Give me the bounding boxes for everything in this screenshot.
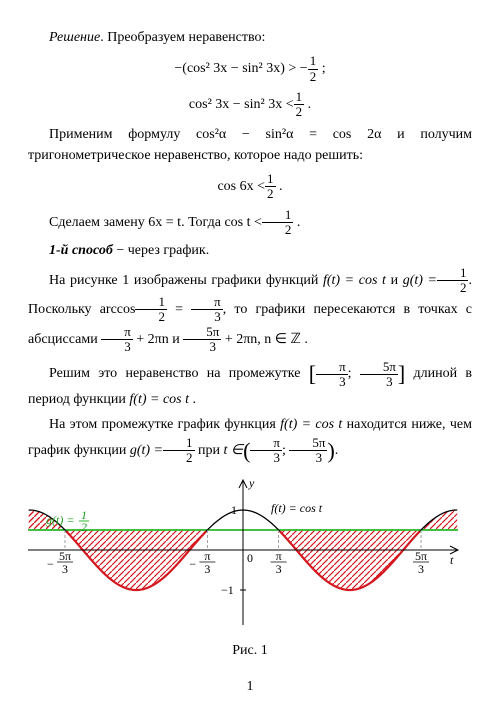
p4i: + 2πn, n ∈ ℤ . <box>221 332 308 347</box>
p6f1d: 2 <box>163 451 195 465</box>
method1-tail: − через график. <box>113 243 209 258</box>
svg-text:−: − <box>47 557 54 571</box>
svg-text:3: 3 <box>418 562 424 576</box>
svg-text:3: 3 <box>276 562 282 576</box>
svg-text:1: 1 <box>231 503 237 517</box>
equation-1: −(cos² 3x − sin² 3x) > −12 ; <box>28 54 472 84</box>
svg-text:3: 3 <box>204 562 210 576</box>
p4f4d: 3 <box>101 340 133 354</box>
p2a: Применим формулу <box>49 127 196 142</box>
p4f1n: 1 <box>437 266 469 281</box>
p3a: Сделаем замену <box>49 215 148 230</box>
svg-text:3: 3 <box>62 562 68 576</box>
p4f3n: π <box>191 295 223 310</box>
svg-text:y: y <box>248 476 255 490</box>
method-1-heading: 1-й способ − через график. <box>28 241 472 261</box>
p6e: при <box>195 443 224 458</box>
p3d: cos t < <box>224 215 261 230</box>
p4f5n: 5π <box>183 325 221 340</box>
eq2-body: cos² 3x − sin² 3x < <box>189 97 294 112</box>
svg-text:2: 2 <box>81 520 87 534</box>
solution-word: Решение <box>49 30 100 45</box>
p4f4n: π <box>101 325 133 340</box>
svg-text:π: π <box>204 549 210 563</box>
eq2-d: 2 <box>294 105 305 119</box>
p6f2d: 3 <box>250 451 282 465</box>
eq2-n: 1 <box>294 90 305 105</box>
figure-caption: Рис. 1 <box>28 641 472 661</box>
eq3-body: cos 6x < <box>217 179 265 194</box>
p6g: . <box>335 443 339 458</box>
eq3-n: 1 <box>265 172 276 187</box>
page-number: 1 <box>28 677 472 697</box>
p6a: На этом промежутке график функция <box>49 417 280 432</box>
svg-text:5π: 5π <box>415 549 427 563</box>
p6f2n: π <box>250 436 282 451</box>
p4h: + 2πn и <box>133 332 183 347</box>
p6f1n: 1 <box>163 436 195 451</box>
eq1-d: 2 <box>308 70 319 84</box>
p5a: Решим это неравенство на промежутке <box>49 367 309 382</box>
p3-n: 1 <box>262 208 294 223</box>
p6b: f(t) = cos t <box>280 417 342 432</box>
p4f2n: 1 <box>135 295 167 310</box>
p6f3n: 5π <box>289 436 327 451</box>
p5f2n: 5π <box>360 360 398 375</box>
p4f3d: 3 <box>191 310 223 324</box>
p4f1d: 2 <box>437 281 469 295</box>
p1-tail: . Преобразуем неравенство: <box>100 30 265 45</box>
svg-text:0: 0 <box>247 551 253 565</box>
svg-text:5π: 5π <box>59 549 71 563</box>
p5f1n: π <box>316 360 348 375</box>
svg-text:π: π <box>276 549 282 563</box>
eq1-n: 1 <box>308 54 319 69</box>
para-6: На этом промежутке график функция f(t) =… <box>28 415 472 467</box>
para-5: Решим это неравенство на промежутке [π3;… <box>28 358 472 410</box>
p5f1d: 3 <box>316 375 348 389</box>
p6f3d: 3 <box>289 451 327 465</box>
para-1: Решение. Преобразуем неравенство: <box>28 28 472 48</box>
p4c: и <box>386 273 403 288</box>
para-2: Применим формулу cos²α − sin²α = cos 2α … <box>28 125 472 166</box>
p4a: На рисунке 1 изображены графики функций <box>49 273 323 288</box>
p5c: f(t) = cos t <box>129 392 189 407</box>
svg-text:g(t) =: g(t) = <box>46 513 74 527</box>
svg-text:t: t <box>450 553 454 567</box>
eq1-body: −(cos² 3x − sin² 3x) > − <box>174 61 307 76</box>
equation-3: cos 6x <12 . <box>28 172 472 202</box>
p2-formula: cos²α − sin²α = cos 2α <box>196 127 381 142</box>
equation-2: cos² 3x − sin² 3x <12 . <box>28 90 472 120</box>
p4f2d: 2 <box>135 310 167 324</box>
p3c: . Тогда <box>181 215 224 230</box>
p4f5d: 3 <box>183 340 221 354</box>
p5d: . <box>189 392 196 407</box>
p3b: 6x = t <box>148 215 181 230</box>
svg-text:−1: −1 <box>221 583 234 597</box>
para-4: На рисунке 1 изображены графики функций … <box>28 266 472 355</box>
p4f: = <box>167 302 191 317</box>
p3-d: 2 <box>262 223 294 237</box>
p5f2d: 3 <box>360 375 398 389</box>
p4b: f(t) = cos t <box>323 273 386 288</box>
method1-label: 1-й способ <box>49 243 113 258</box>
p6f: t ∈ <box>223 443 243 458</box>
svg-text:−: − <box>189 557 196 571</box>
p4d: g(t) = <box>403 273 437 288</box>
figure-1: yt1−10f(t) = cos tg(t) = 12−5π3−π3π35π3 <box>28 475 472 637</box>
cosine-chart: yt1−10f(t) = cos tg(t) = 12−5π3−π3π35π3 <box>28 475 468 630</box>
p6d: g(t) = <box>130 443 163 458</box>
eq3-d: 2 <box>265 187 276 201</box>
para-3: Сделаем замену 6x = t. Тогда cos t <12 . <box>28 208 472 238</box>
svg-text:f(t) = cos t: f(t) = cos t <box>271 501 323 515</box>
